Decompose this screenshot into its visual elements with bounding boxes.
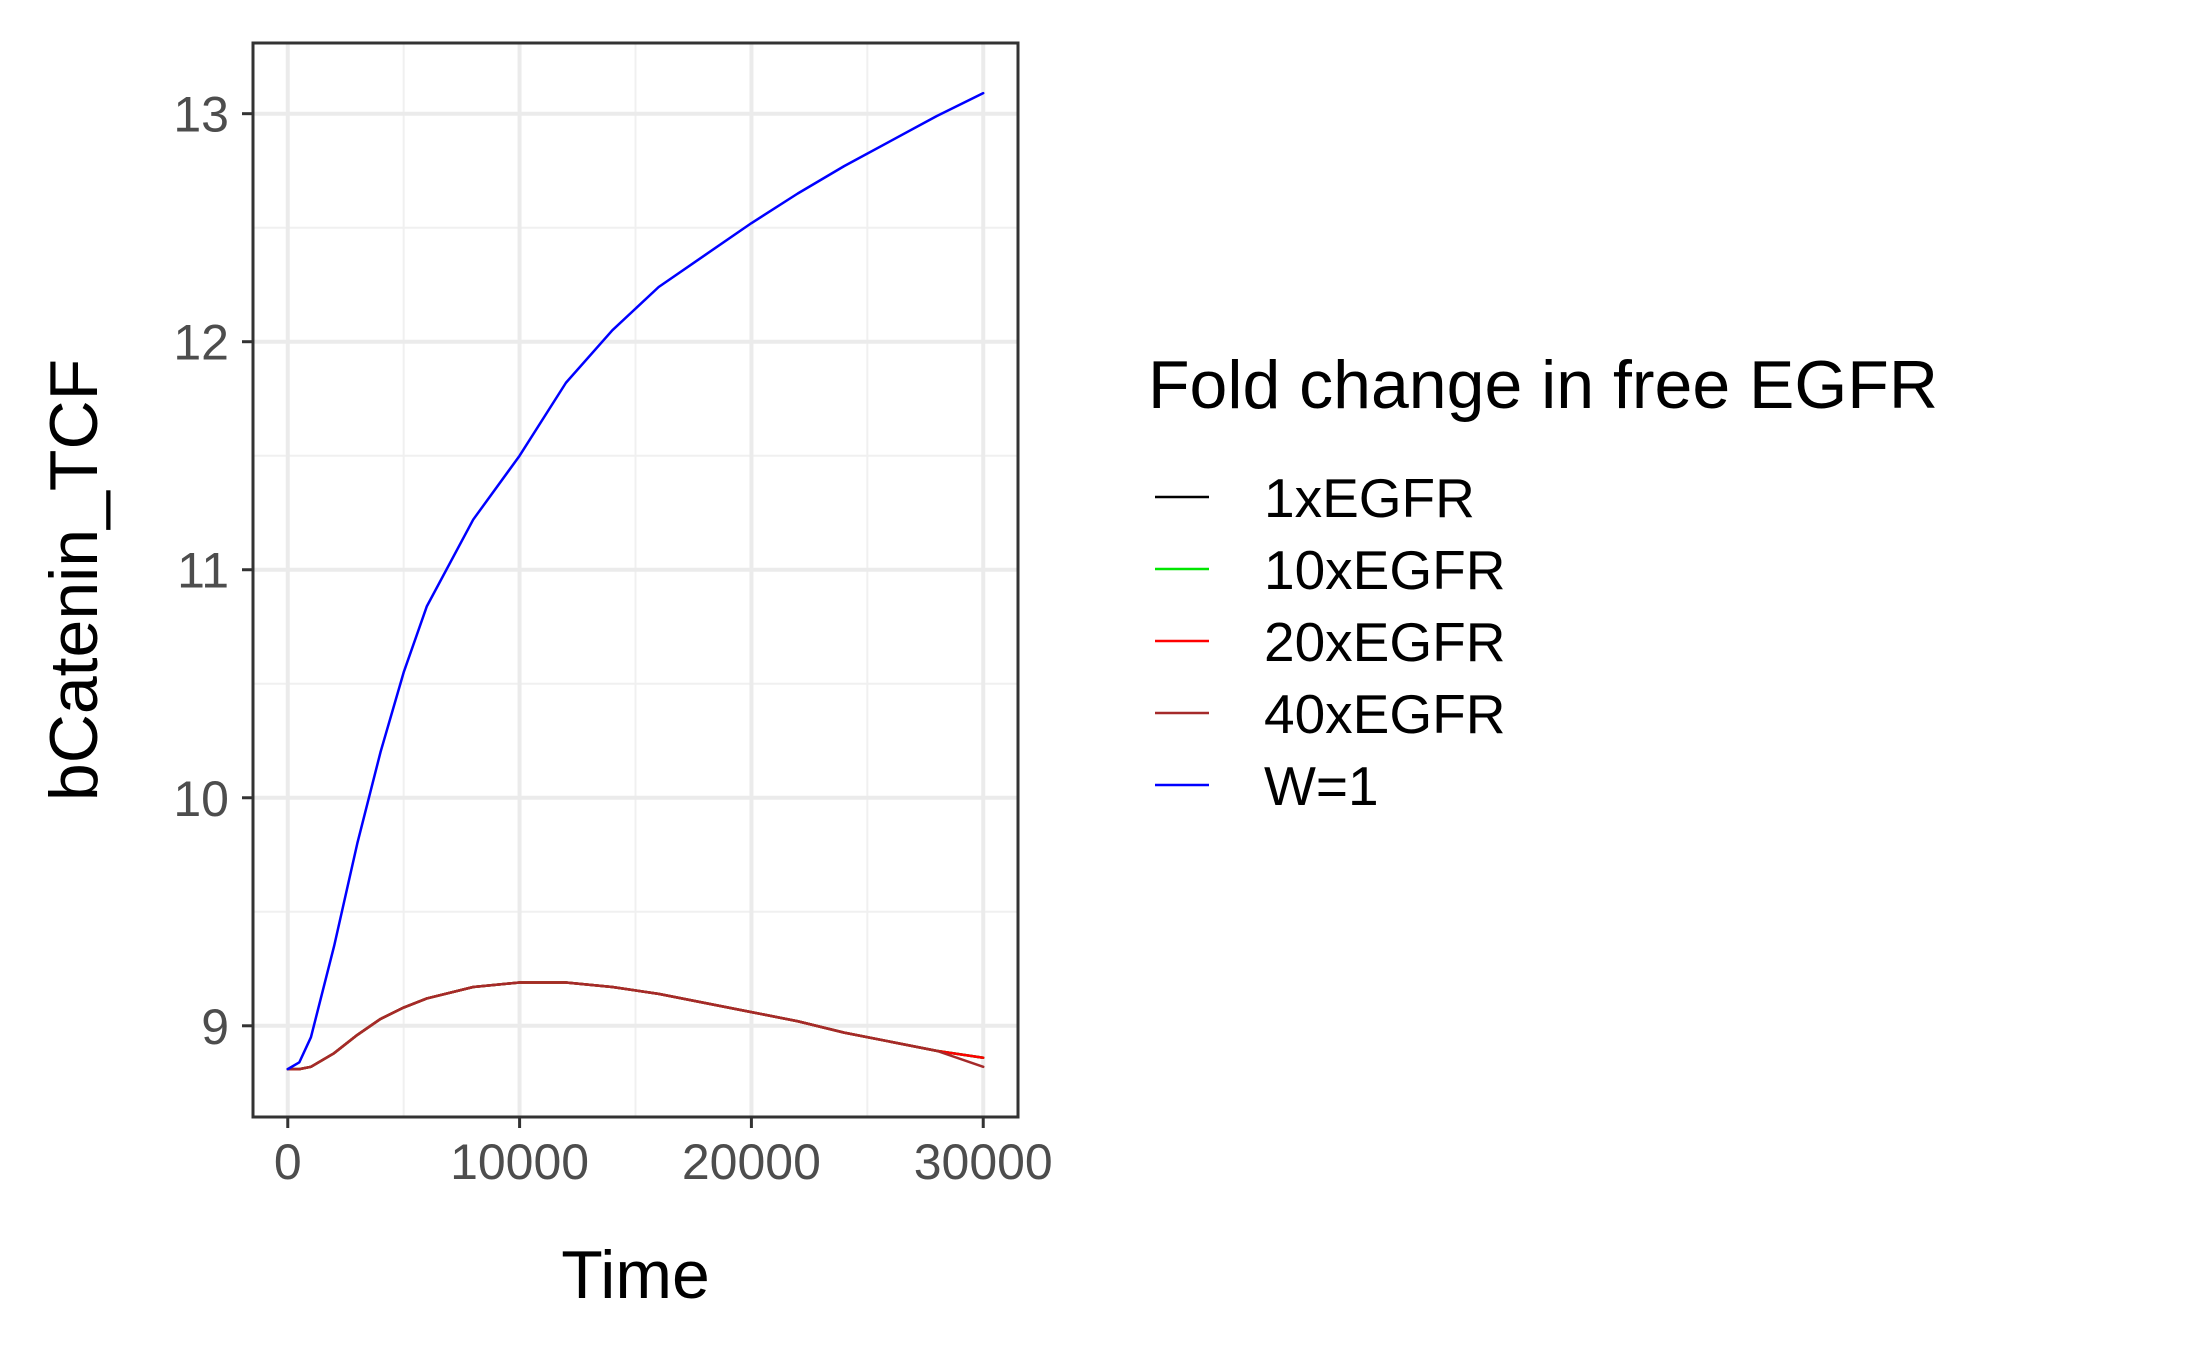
x-tick-label: 30000 [914, 1134, 1053, 1190]
legend-label: 1xEGFR [1264, 467, 1475, 529]
legend-label: 40xEGFR [1264, 683, 1505, 745]
series-line [286, 981, 985, 1071]
x-tick-label: 20000 [682, 1134, 821, 1190]
legend-items: 1xEGFR 10xEGFR 20xEGFR 40xEGFR W=1 [1155, 467, 1505, 817]
x-tick-label: 10000 [450, 1134, 589, 1190]
major-gridlines [253, 43, 1018, 1117]
minor-gridlines [253, 43, 1018, 1117]
y-axis-title: bCatenin_TCF [36, 359, 112, 801]
plot-panel-border [251, 41, 1020, 1119]
legend-label: W=1 [1264, 755, 1379, 817]
y-tick-label: 13 [173, 87, 229, 143]
y-axis-ticks: 9 10 11 12 13 [173, 87, 253, 1055]
series-line [286, 91, 985, 1071]
y-tick-label: 12 [173, 315, 229, 371]
x-axis-title: Time [561, 1237, 710, 1313]
y-tick-label: 11 [177, 543, 229, 599]
legend-title: Fold change in free EGFR [1148, 347, 1938, 423]
series-lines [286, 91, 985, 1071]
legend: Fold change in free EGFR 1xEGFR 10xEGFR 20… [1148, 347, 1938, 817]
x-tick-label: 0 [274, 1134, 302, 1190]
legend-label: 20xEGFR [1264, 611, 1505, 673]
y-tick-label: 9 [201, 999, 229, 1055]
x-axis-ticks: 0 10000 20000 30000 [274, 1117, 1053, 1190]
legend-label: 10xEGFR [1264, 539, 1505, 601]
y-tick-label: 10 [173, 771, 229, 827]
